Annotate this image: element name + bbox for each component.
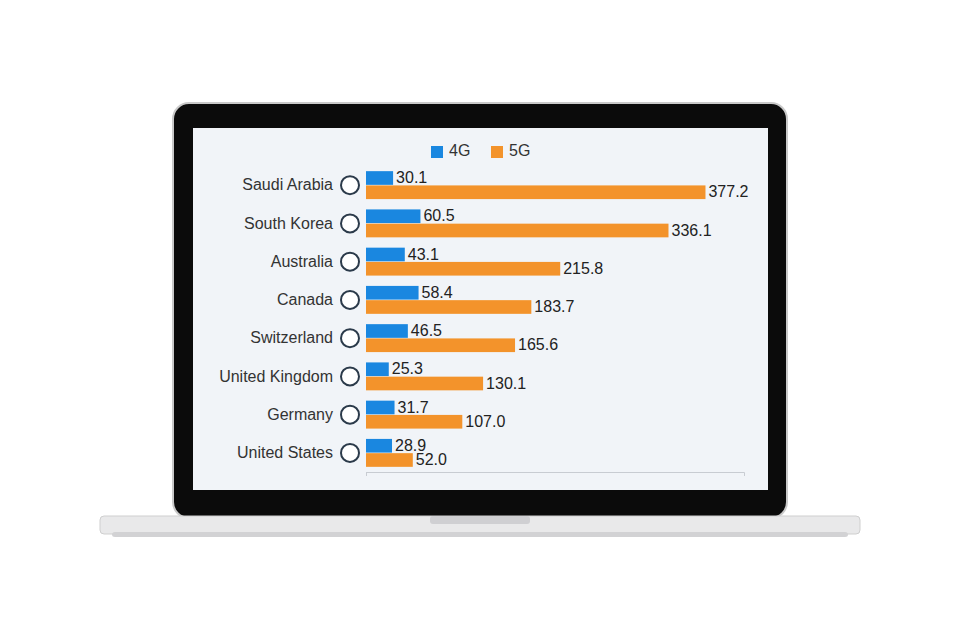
category-tick: United Kingdom bbox=[219, 367, 366, 384]
bar bbox=[366, 415, 462, 429]
category-label: South Korea bbox=[244, 214, 333, 231]
data-label: 183.7 bbox=[534, 298, 574, 315]
bar bbox=[366, 362, 389, 376]
data-label: 25.3 bbox=[392, 360, 423, 377]
bar bbox=[366, 453, 413, 467]
data-label: 377.2 bbox=[708, 183, 748, 200]
category-label: Australia bbox=[271, 253, 333, 270]
flag-icon bbox=[341, 329, 359, 347]
bar bbox=[366, 300, 531, 314]
bar bbox=[366, 209, 420, 223]
value-axis-line bbox=[367, 473, 745, 477]
flag-icon bbox=[341, 291, 359, 309]
screen bbox=[193, 128, 768, 490]
bar bbox=[366, 324, 408, 338]
data-labels: 30.160.543.158.446.525.331.728.9377.2336… bbox=[392, 169, 749, 468]
category-tick: Saudi Arabia bbox=[242, 176, 366, 193]
category-label: Switzerland bbox=[250, 329, 333, 346]
bar bbox=[366, 224, 668, 238]
legend-label: 5G bbox=[509, 142, 530, 159]
category-label: Germany bbox=[267, 406, 333, 423]
page: 4G 5G Saudi Arabia South Korea Australia Cana… bbox=[0, 0, 960, 640]
data-label: 336.1 bbox=[671, 222, 711, 239]
data-label: 52.0 bbox=[416, 451, 447, 468]
bar bbox=[366, 439, 392, 453]
bar bbox=[366, 377, 483, 391]
value-axis bbox=[367, 472, 745, 476]
category-label: United Kingdom bbox=[219, 367, 333, 384]
flag-icon bbox=[341, 444, 359, 462]
value-tick bbox=[366, 472, 367, 476]
category-label: United States bbox=[237, 444, 333, 461]
category-tick: Germany bbox=[267, 406, 366, 423]
flag-icon bbox=[341, 176, 359, 194]
data-label: 130.1 bbox=[486, 375, 526, 392]
legend: 4G 5G bbox=[431, 142, 530, 159]
category-tick: South Korea bbox=[244, 214, 366, 231]
flag-icon bbox=[341, 253, 359, 271]
bar bbox=[366, 262, 560, 276]
bar bbox=[366, 185, 705, 199]
bar bbox=[366, 286, 419, 300]
bar bbox=[366, 401, 395, 415]
laptop-notch bbox=[430, 516, 530, 524]
laptop-base-shadow bbox=[112, 532, 848, 537]
category-axis: Saudi Arabia South Korea Australia Canada Sw… bbox=[219, 176, 366, 461]
legend-swatch bbox=[491, 146, 503, 158]
category-tick: Australia bbox=[271, 253, 366, 270]
flag-icon bbox=[341, 367, 359, 385]
category-tick: Switzerland bbox=[250, 329, 366, 346]
category-tick: Canada bbox=[277, 291, 366, 308]
category-tick: United States bbox=[237, 444, 366, 461]
bar bbox=[366, 248, 405, 262]
data-label: 31.7 bbox=[398, 399, 429, 416]
data-label: 107.0 bbox=[465, 413, 505, 430]
bar bbox=[366, 171, 393, 185]
legend-swatch bbox=[431, 146, 443, 158]
laptop-base bbox=[100, 516, 860, 534]
data-label: 30.1 bbox=[396, 169, 427, 186]
category-label: Saudi Arabia bbox=[242, 176, 333, 193]
data-label: 60.5 bbox=[423, 207, 454, 224]
category-label: Canada bbox=[277, 291, 333, 308]
data-label: 215.8 bbox=[563, 260, 603, 277]
chart: 4G 5G Saudi Arabia South Korea Australia Cana… bbox=[219, 142, 748, 476]
bar bbox=[366, 338, 515, 352]
bars bbox=[366, 171, 705, 467]
value-tick-line bbox=[366, 472, 367, 476]
data-label: 58.4 bbox=[422, 284, 453, 301]
flag-icon bbox=[341, 214, 359, 232]
flag-icon bbox=[341, 406, 359, 424]
data-label: 46.5 bbox=[411, 322, 442, 339]
data-label: 43.1 bbox=[408, 246, 439, 263]
legend-label: 4G bbox=[449, 142, 470, 159]
series-bars bbox=[366, 185, 705, 466]
data-label: 165.6 bbox=[518, 336, 558, 353]
laptop-lid bbox=[173, 103, 787, 518]
